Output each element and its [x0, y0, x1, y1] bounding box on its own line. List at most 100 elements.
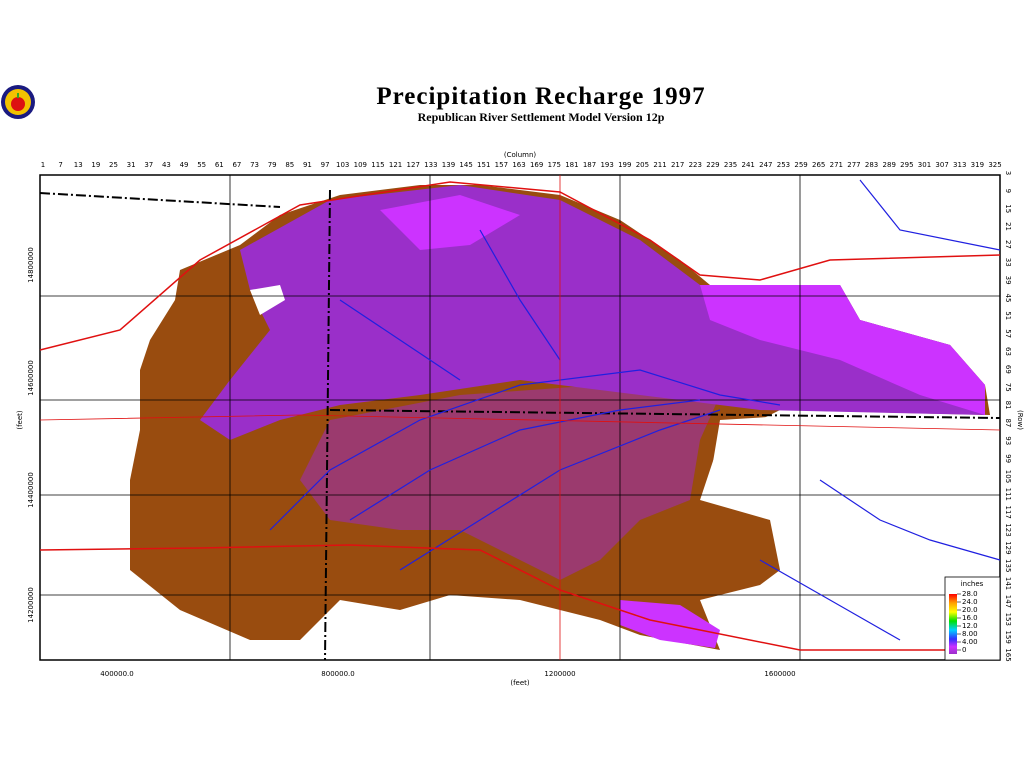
legend-label: 4.00 — [962, 638, 978, 646]
row-tick: 39 — [1004, 276, 1012, 285]
row-tick: 153 — [1004, 613, 1012, 626]
column-tick: 37 — [144, 161, 153, 169]
column-tick: 241 — [741, 161, 754, 169]
x-tick: 400000.0 — [100, 670, 133, 678]
column-tick: 109 — [354, 161, 367, 169]
x-tick: 800000.0 — [321, 670, 354, 678]
column-tick: 253 — [777, 161, 790, 169]
column-tick: 325 — [988, 161, 1001, 169]
column-tick: 187 — [583, 161, 596, 169]
row-tick: 3 — [1004, 171, 1012, 175]
row-tick: 81 — [1004, 401, 1012, 410]
row-tick: 69 — [1004, 365, 1012, 374]
column-tick: 97 — [321, 161, 330, 169]
subtitle: Republican River Settlement Model Versio… — [418, 110, 665, 124]
row-tick: 45 — [1004, 294, 1012, 303]
column-tick: 223 — [689, 161, 702, 169]
column-tick: 139 — [442, 161, 455, 169]
column-tick: 79 — [268, 161, 277, 169]
column-tick: 205 — [636, 161, 649, 169]
column-tick: 55 — [197, 161, 206, 169]
row-tick: 87 — [1004, 418, 1012, 427]
column-tick: 175 — [548, 161, 561, 169]
y-tick: 14800000 — [27, 247, 35, 283]
row-tick: 51 — [1004, 311, 1012, 320]
row-tick: 111 — [1004, 488, 1012, 501]
row-tick: 123 — [1004, 523, 1012, 536]
column-tick: 13 — [74, 161, 83, 169]
row-label: (Row) — [1016, 410, 1024, 430]
row-tick: 117 — [1004, 505, 1012, 518]
x-tick: 1600000 — [764, 670, 795, 678]
row-tick: 165 — [1004, 648, 1012, 661]
x-tick: 1200000 — [544, 670, 575, 678]
column-tick: 277 — [847, 161, 860, 169]
column-tick: 61 — [215, 161, 224, 169]
column-tick: 229 — [706, 161, 719, 169]
column-tick: 25 — [109, 161, 118, 169]
row-tick: 63 — [1004, 347, 1012, 356]
row-tick: 159 — [1004, 630, 1012, 643]
y-tick: 14400000 — [27, 472, 35, 508]
column-tick: 49 — [180, 161, 189, 169]
legend-label: 20.0 — [962, 606, 978, 614]
y-label: (feet) — [16, 410, 24, 430]
legend-label: 0 — [962, 646, 966, 654]
column-tick: 283 — [865, 161, 878, 169]
column-tick: 217 — [671, 161, 684, 169]
column-tick: 193 — [600, 161, 613, 169]
column-tick: 163 — [512, 161, 525, 169]
column-tick: 145 — [459, 161, 472, 169]
column-tick: 103 — [336, 161, 349, 169]
row-tick: 135 — [1004, 559, 1012, 572]
column-tick: 235 — [724, 161, 737, 169]
column-tick: 181 — [565, 161, 578, 169]
row-tick: 57 — [1004, 329, 1012, 338]
column-label: (Column) — [504, 151, 537, 159]
y-tick: 14600000 — [27, 360, 35, 396]
column-tick: 121 — [389, 161, 402, 169]
legend-label: 8.00 — [962, 630, 978, 638]
column-tick: 259 — [794, 161, 807, 169]
legend-label: 12.0 — [962, 622, 978, 630]
column-tick: 19 — [91, 161, 100, 169]
legend-title: inches — [961, 580, 984, 588]
row-tick: 147 — [1004, 595, 1012, 608]
column-tick: 319 — [971, 161, 984, 169]
row-tick: 105 — [1004, 470, 1012, 483]
column-tick: 289 — [883, 161, 896, 169]
row-tick: 75 — [1004, 383, 1012, 392]
column-tick: 169 — [530, 161, 543, 169]
column-tick: 31 — [127, 161, 136, 169]
row-tick: 21 — [1004, 222, 1012, 231]
column-tick: 67 — [232, 161, 241, 169]
column-tick: 115 — [371, 161, 384, 169]
row-tick: 9 — [1004, 189, 1012, 193]
logo — [1, 85, 35, 119]
column-tick: 157 — [495, 161, 508, 169]
legend-label: 28.0 — [962, 590, 978, 598]
column-tick: 211 — [653, 161, 666, 169]
row-tick: 15 — [1004, 204, 1012, 213]
column-tick: 271 — [830, 161, 843, 169]
row-tick: 141 — [1004, 577, 1012, 590]
column-tick: 151 — [477, 161, 490, 169]
x-label: (feet) — [510, 679, 530, 687]
y-tick: 14200000 — [27, 587, 35, 623]
column-tick: 127 — [407, 161, 420, 169]
legend-ramp — [949, 594, 957, 654]
row-tick: 99 — [1004, 454, 1012, 463]
row-tick: 33 — [1004, 258, 1012, 267]
column-tick: 73 — [250, 161, 259, 169]
column-tick: 199 — [618, 161, 631, 169]
legend-label: 24.0 — [962, 598, 978, 606]
column-tick: 43 — [162, 161, 171, 169]
column-tick: 295 — [900, 161, 913, 169]
row-tick: 129 — [1004, 541, 1012, 554]
row-tick: 93 — [1004, 436, 1012, 445]
column-tick: 7 — [58, 161, 62, 169]
title: Precipitation Recharge 1997 — [376, 83, 705, 110]
column-tick: 313 — [953, 161, 966, 169]
column-tick: 133 — [424, 161, 437, 169]
map — [39, 174, 1001, 661]
